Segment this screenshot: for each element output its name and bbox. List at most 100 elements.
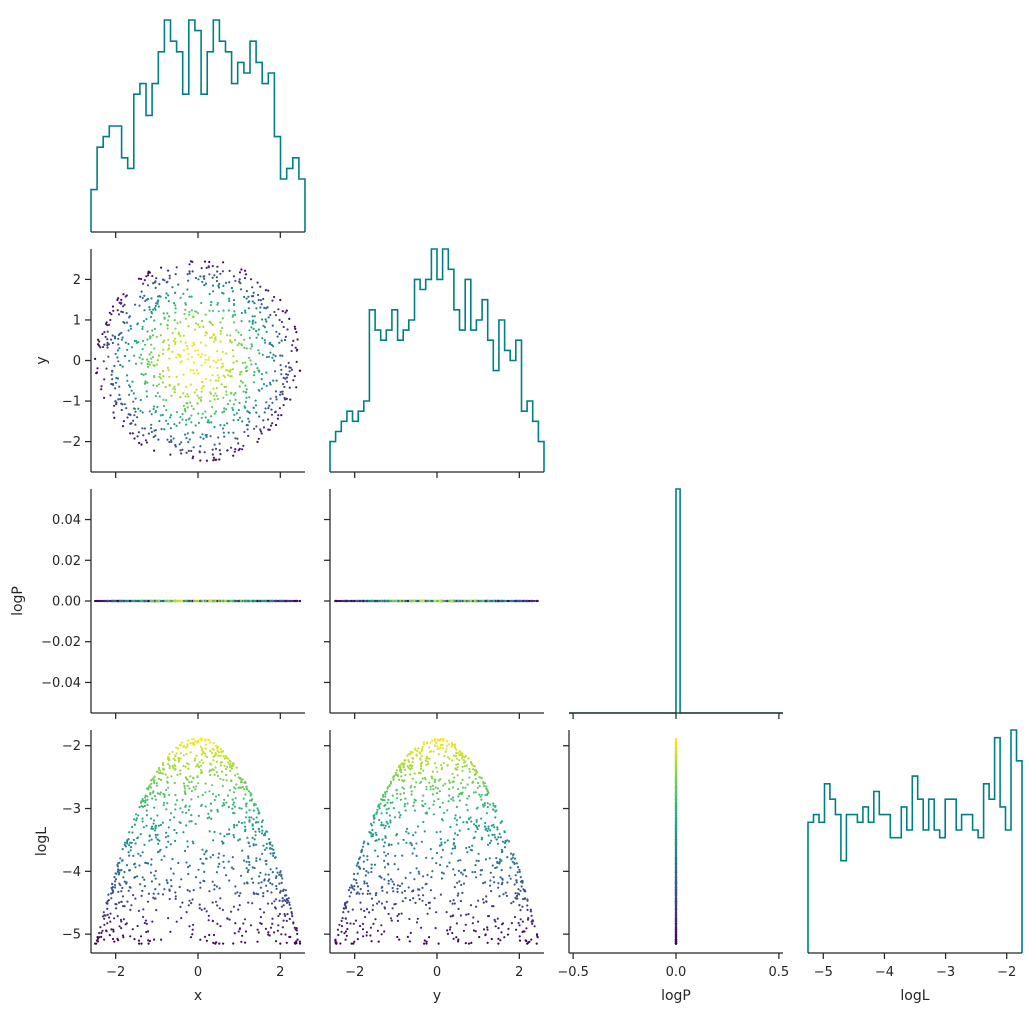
scatter-point — [161, 893, 165, 896]
scatter-point — [277, 414, 280, 417]
scatter-point — [487, 915, 490, 918]
scatter-point — [197, 868, 200, 871]
scatter-point — [151, 920, 154, 923]
scatter-point — [482, 882, 485, 885]
scatter-point — [167, 835, 170, 838]
scatter-point — [216, 301, 219, 305]
scatter-point — [212, 941, 215, 945]
scatter-point — [174, 273, 177, 276]
scatter-point — [122, 320, 125, 324]
scatter-point — [241, 934, 244, 937]
scatter-point — [488, 857, 491, 860]
scatter-point — [233, 774, 237, 777]
y-axis-label: logP — [10, 586, 26, 616]
scatter-point — [238, 894, 241, 898]
scatter-point — [383, 930, 386, 933]
scatter-point — [237, 786, 240, 789]
scatter-point — [204, 410, 207, 413]
scatter-point — [222, 284, 225, 287]
scatter-point — [212, 387, 215, 390]
scatter-point — [219, 453, 222, 456]
scatter-point — [112, 928, 115, 931]
scatter-point — [529, 910, 533, 913]
scatter-point — [288, 901, 291, 904]
scatter-point — [486, 802, 489, 805]
scatter-point — [396, 919, 400, 923]
scatter-point — [229, 375, 232, 378]
scatter-point — [246, 882, 249, 885]
scatter-point — [135, 817, 138, 820]
scatter-point — [202, 599, 205, 603]
scatter-point — [406, 827, 409, 831]
scatter-point — [371, 835, 374, 838]
scatter-point — [173, 302, 176, 305]
scatter-point — [465, 803, 468, 807]
scatter-point — [380, 824, 383, 827]
scatter-point — [217, 865, 220, 868]
scatter-point — [115, 907, 118, 910]
scatter-point — [126, 379, 129, 382]
scatter-point — [295, 599, 298, 603]
scatter-point — [446, 809, 449, 812]
scatter-point — [158, 283, 161, 286]
scatter-point — [228, 832, 231, 836]
scatter-point — [184, 410, 187, 413]
scatter-point — [420, 761, 423, 764]
scatter-point — [363, 882, 366, 885]
scatter-point — [384, 854, 387, 857]
scatter-point — [167, 294, 170, 297]
scatter-point — [214, 458, 217, 461]
scatter-point — [233, 450, 236, 453]
scatter-point — [147, 786, 150, 789]
scatter-point — [389, 821, 392, 824]
scatter-point — [211, 276, 214, 279]
scatter-point — [393, 863, 396, 866]
scatter-point — [120, 869, 123, 872]
scatter-point — [384, 835, 387, 838]
scatter-point — [134, 410, 137, 413]
scatter-point — [145, 824, 148, 827]
scatter-point — [137, 814, 140, 817]
scatter-point — [383, 804, 386, 808]
scatter-point — [429, 788, 432, 791]
scatter-point — [213, 888, 216, 891]
scatter-point — [194, 757, 197, 760]
scatter-point — [141, 599, 144, 603]
scatter-point — [185, 451, 188, 454]
scatter-point — [201, 280, 204, 283]
scatter-point — [337, 933, 340, 937]
scatter-point — [472, 768, 475, 771]
scatter-point — [222, 854, 225, 857]
scatter-point — [285, 397, 288, 400]
scatter-point — [197, 782, 200, 785]
scatter-point — [190, 780, 193, 784]
scatter-point — [239, 380, 242, 383]
scatter-point — [188, 272, 191, 275]
scatter-point — [196, 775, 199, 778]
scatter-point — [454, 745, 457, 748]
scatter-point — [219, 330, 222, 333]
scatter-point — [227, 757, 230, 760]
scatter-point — [153, 327, 156, 331]
scatter-point — [190, 449, 193, 453]
scatter-point — [515, 862, 518, 865]
scatter-point — [165, 399, 168, 402]
scatter-point — [230, 446, 233, 449]
scatter-point — [418, 888, 421, 891]
scatter-point — [274, 876, 278, 880]
scatter-point — [129, 324, 132, 328]
scatter-point — [225, 768, 228, 771]
scatter-point — [159, 791, 162, 794]
scatter-point — [174, 342, 177, 345]
scatter-point — [218, 282, 221, 286]
scatter-point — [144, 799, 147, 802]
scatter-point — [236, 599, 239, 603]
scatter-point — [257, 437, 260, 440]
scatter-point — [168, 753, 171, 756]
scatter-point — [233, 826, 236, 829]
scatter-point — [281, 897, 284, 900]
scatter-point — [232, 836, 236, 839]
scatter-point — [152, 384, 155, 387]
scatter-point — [110, 373, 113, 376]
scatter-point — [513, 862, 516, 866]
